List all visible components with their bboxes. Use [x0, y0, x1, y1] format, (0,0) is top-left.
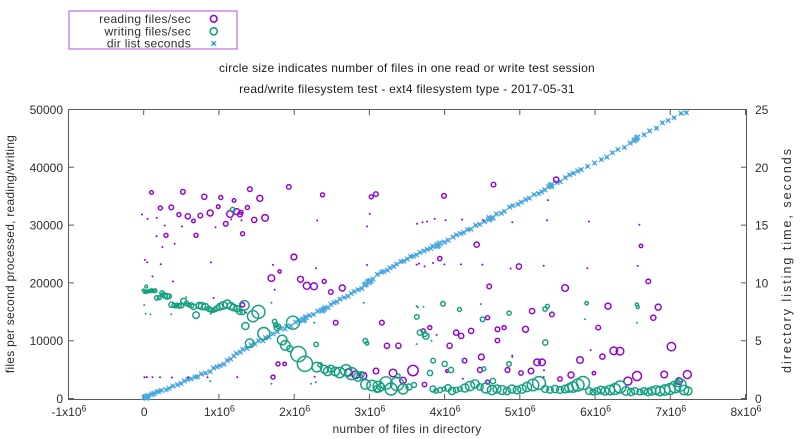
- svg-text:files per second processed, re: files per second processed, reading/writ…: [3, 135, 17, 373]
- svg-text:20000: 20000: [30, 276, 64, 290]
- svg-text:10000: 10000: [30, 334, 64, 348]
- svg-text:50000: 50000: [30, 103, 64, 117]
- svg-text:7x106: 7x106: [655, 404, 686, 420]
- svg-text:25: 25: [755, 103, 769, 117]
- svg-text:0: 0: [755, 392, 762, 406]
- svg-text:4x106: 4x106: [430, 404, 461, 420]
- svg-text:40000: 40000: [30, 161, 64, 175]
- svg-text:circle size indicates number o: circle size indicates number of files in…: [219, 61, 595, 75]
- svg-text:number of files in directory: number of files in directory: [332, 422, 481, 436]
- svg-text:2x106: 2x106: [279, 404, 310, 420]
- svg-text:1x106: 1x106: [204, 404, 235, 420]
- svg-text:dir list seconds: dir list seconds: [107, 37, 191, 51]
- svg-text:3x106: 3x106: [354, 404, 385, 420]
- svg-text:directory listing time, second: directory listing time, seconds: [780, 147, 794, 373]
- svg-text:30000: 30000: [30, 219, 64, 233]
- svg-text:5: 5: [755, 334, 762, 348]
- svg-text:read/write filesystem test - e: read/write filesystem test - ext4 filesy…: [239, 82, 575, 96]
- svg-text:0: 0: [56, 392, 63, 406]
- svg-text:8x106: 8x106: [730, 404, 761, 420]
- svg-text:6x106: 6x106: [580, 404, 611, 420]
- svg-text:writing files/sec: writing files/sec: [104, 25, 191, 39]
- svg-text:10: 10: [755, 276, 769, 290]
- svg-text:-1x106: -1x106: [51, 404, 86, 420]
- svg-text:0: 0: [141, 405, 148, 419]
- svg-text:20: 20: [755, 161, 769, 175]
- svg-text:15: 15: [755, 219, 769, 233]
- svg-text:5x106: 5x106: [505, 404, 536, 420]
- svg-text:reading files/sec: reading files/sec: [99, 12, 191, 26]
